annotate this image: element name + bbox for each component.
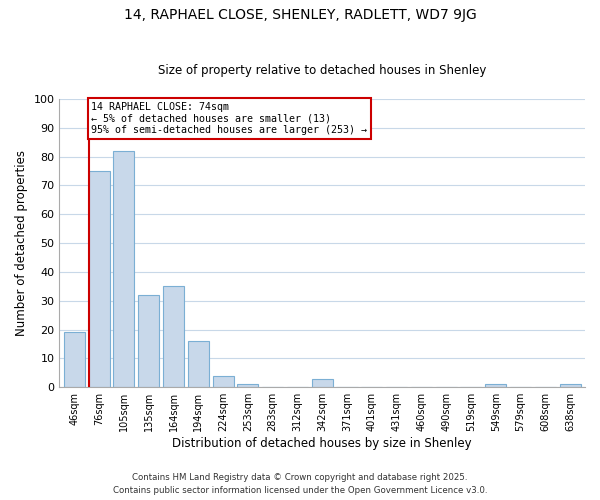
Bar [89, 171, 110, 387]
Y-axis label: Number of detached properties: Number of detached properties [15, 150, 28, 336]
Text: 14 RAPHAEL CLOSE: 74sqm
← 5% of detached houses are smaller (13)
95% of semi-det: 14 RAPHAEL CLOSE: 74sqm ← 5% of detached… [91, 102, 367, 135]
X-axis label: Distribution of detached houses by size in Shenley: Distribution of detached houses by size … [172, 437, 472, 450]
Bar [311, 378, 333, 387]
Bar [485, 384, 506, 387]
Bar [64, 332, 85, 387]
Bar [138, 295, 159, 387]
Bar [560, 384, 581, 387]
Bar [113, 151, 134, 387]
Bar [212, 376, 233, 387]
Text: 14, RAPHAEL CLOSE, SHENLEY, RADLETT, WD7 9JG: 14, RAPHAEL CLOSE, SHENLEY, RADLETT, WD7… [124, 8, 476, 22]
Bar [163, 286, 184, 387]
Text: Contains HM Land Registry data © Crown copyright and database right 2025.
Contai: Contains HM Land Registry data © Crown c… [113, 473, 487, 495]
Title: Size of property relative to detached houses in Shenley: Size of property relative to detached ho… [158, 64, 487, 77]
Bar [188, 341, 209, 387]
Bar [237, 384, 259, 387]
